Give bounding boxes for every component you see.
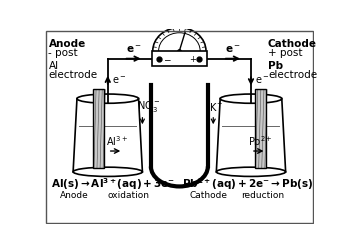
Text: e$^-$: e$^-$ [255, 74, 269, 85]
Text: - post: - post [48, 48, 78, 58]
Text: e$^-$: e$^-$ [112, 74, 126, 85]
Bar [255, 90, 266, 168]
Text: oxidation: oxidation [108, 191, 150, 200]
Bar [93, 90, 104, 168]
Text: Pb$^{2+}$: Pb$^{2+}$ [248, 134, 273, 148]
Text: Anode: Anode [48, 39, 86, 49]
Text: electrode: electrode [268, 70, 317, 80]
Text: Al$^{3+}$: Al$^{3+}$ [106, 134, 128, 148]
Text: Cathode: Cathode [268, 39, 317, 49]
Text: Pb: Pb [268, 60, 283, 71]
Text: −: − [163, 55, 171, 64]
Text: Anode: Anode [60, 191, 89, 200]
Text: Al: Al [48, 60, 58, 71]
Text: +: + [189, 55, 196, 64]
Text: $\mathbf{Pb^{2+}(aq) + 2e^{-} \rightarrow Pb(s)}$: $\mathbf{Pb^{2+}(aq) + 2e^{-} \rightarro… [182, 176, 313, 192]
Text: electrode: electrode [48, 70, 98, 80]
Text: Cathode: Cathode [189, 191, 228, 200]
Text: K$^+$: K$^+$ [209, 101, 224, 114]
Text: e$^-$: e$^-$ [225, 44, 241, 55]
Text: NO$_3^-$: NO$_3^-$ [137, 99, 160, 114]
Text: $\mathbf{Al(s) \rightarrow Al^{3+}(aq) + 3e^{-}}$: $\mathbf{Al(s) \rightarrow Al^{3+}(aq) +… [51, 176, 175, 192]
Bar [152, 52, 207, 67]
Text: e$^-$: e$^-$ [126, 44, 141, 55]
Text: + post: + post [268, 48, 302, 58]
Text: reduction: reduction [241, 191, 284, 200]
